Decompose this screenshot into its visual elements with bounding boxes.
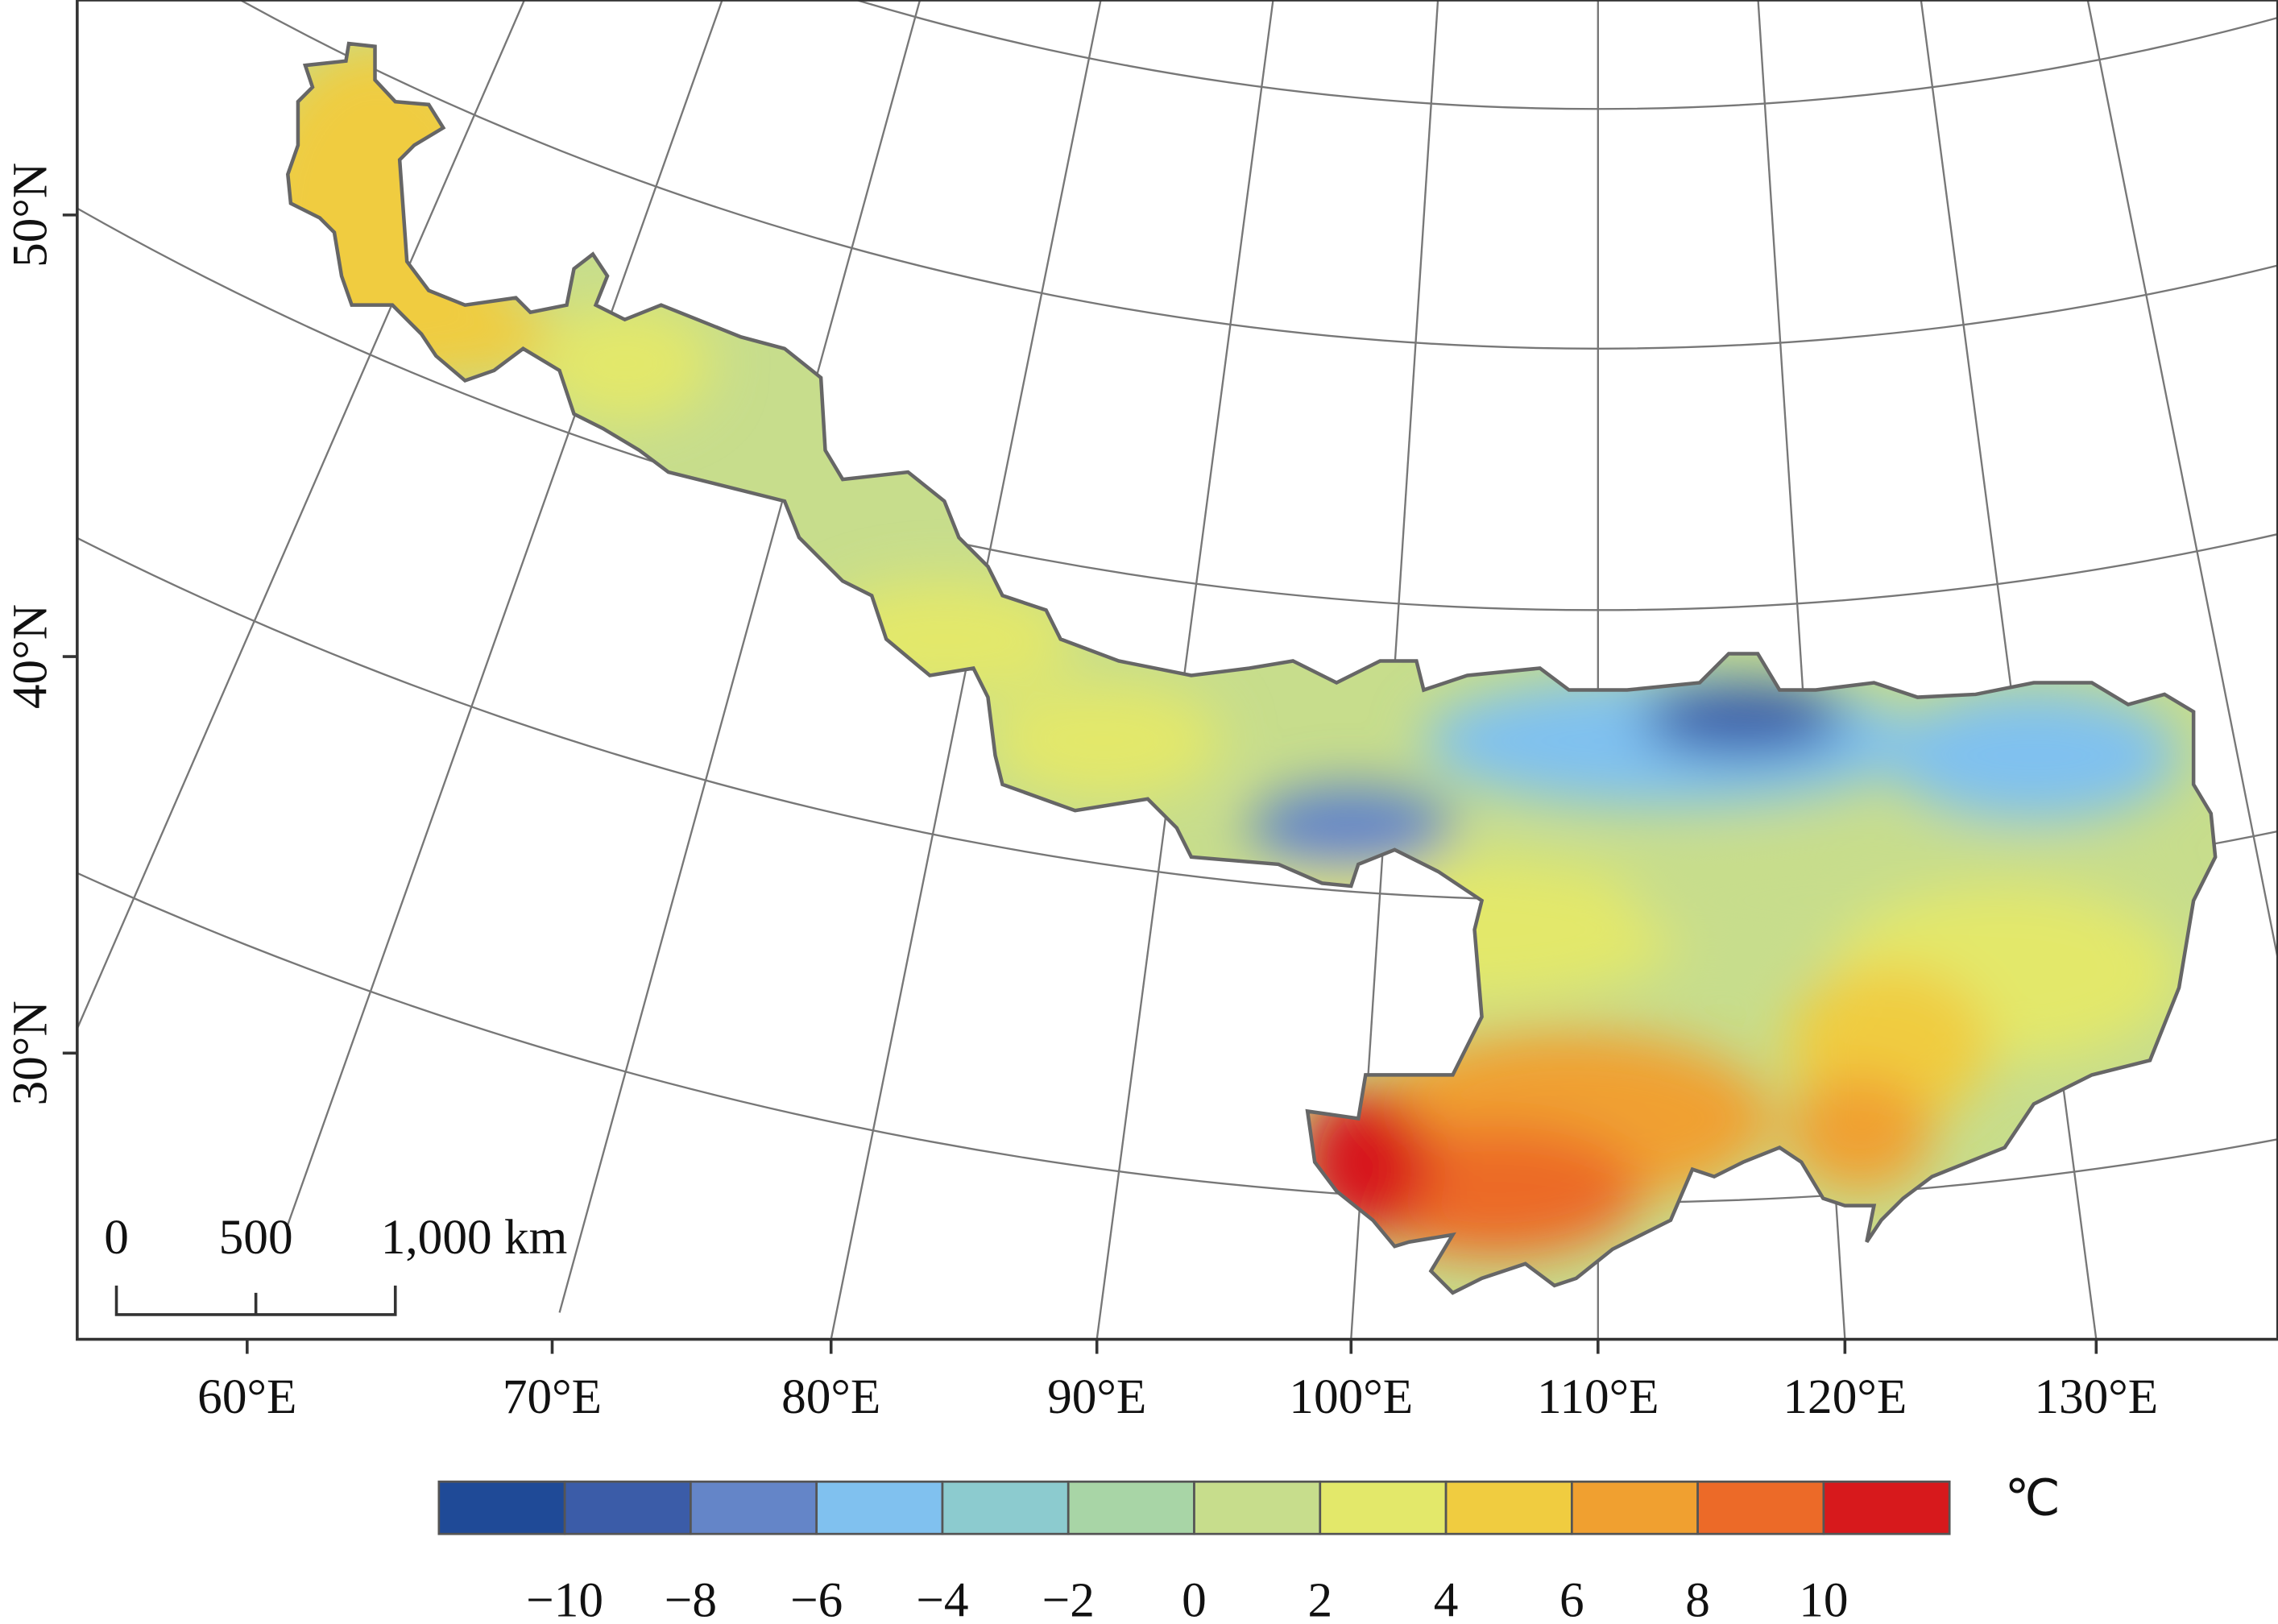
legend-color-bin [690, 1480, 818, 1535]
longitude-label: 60°E [197, 1369, 296, 1424]
legend-tick-label: 6 [1559, 1573, 1584, 1624]
scale-bar-label: 0 [104, 1210, 129, 1265]
longitude-label: 90°E [1047, 1369, 1146, 1424]
meridian-line [1096, 0, 1274, 1340]
legend-color-bin [1571, 1480, 1699, 1535]
legend-unit: ℃ [2005, 1471, 2061, 1526]
legend-tick-label: −4 [916, 1573, 968, 1624]
scale-bar-label: 500 [219, 1210, 293, 1265]
longitude-label: 120°E [1783, 1369, 1907, 1424]
legend-color-bin [941, 1480, 1070, 1535]
legend-color-bin [1319, 1480, 1448, 1535]
legend-tick-label: 4 [1434, 1573, 1459, 1624]
legend-tick-label: −10 [526, 1573, 603, 1624]
meridian-line [77, 0, 526, 1031]
legend-tick-label: 2 [1307, 1573, 1332, 1624]
legend-color-bin [1193, 1480, 1322, 1535]
longitude-label: 110°E [1537, 1369, 1659, 1424]
meridian-line [558, 0, 922, 1313]
coordinate-labels: 50°N 40°N 30°N 60°E 70°E 80°E 90°E 100°E 110°E 12… [3, 163, 2159, 1424]
color-legend: −10 −8 −6 −4 −2 0 2 4 6 8 10 ℃ [437, 1471, 2061, 1624]
longitude-label: 80°E [781, 1369, 880, 1424]
legend-color-bin [437, 1480, 566, 1535]
legend-color-bin [1696, 1480, 1825, 1535]
legend-tick-label: 0 [1182, 1573, 1207, 1624]
legend-color-bin [815, 1480, 944, 1535]
latitude-label: 40°N [3, 604, 58, 709]
legend-tick-label: 10 [1799, 1573, 1848, 1624]
legend-color-bin [1822, 1480, 1951, 1535]
legend-tick-label: −2 [1042, 1573, 1095, 1624]
longitude-label: 100°E [1289, 1369, 1413, 1424]
scale-bar: 0 500 1,000 km [104, 1210, 568, 1316]
legend-color-bin [1067, 1480, 1195, 1535]
meridian-line [286, 0, 723, 1228]
scale-bar-line [114, 1285, 397, 1316]
legend-color-bin [1444, 1480, 1573, 1535]
region-outline [286, 41, 2218, 1295]
longitude-label: 130°E [2034, 1369, 2158, 1424]
legend-tick-label: −8 [665, 1573, 717, 1624]
meridian-line [2086, 0, 2278, 963]
latitude-label: 50°N [3, 163, 58, 267]
scale-bar-label: 1,000 km [381, 1210, 568, 1265]
legend-tick-label: −6 [790, 1573, 843, 1624]
latitude-label: 30°N [3, 1000, 58, 1105]
meridian-line [1920, 0, 2098, 1340]
longitude-label: 70°E [503, 1369, 602, 1424]
legend-tick-label: 8 [1685, 1573, 1710, 1624]
legend-color-bin [563, 1480, 692, 1535]
